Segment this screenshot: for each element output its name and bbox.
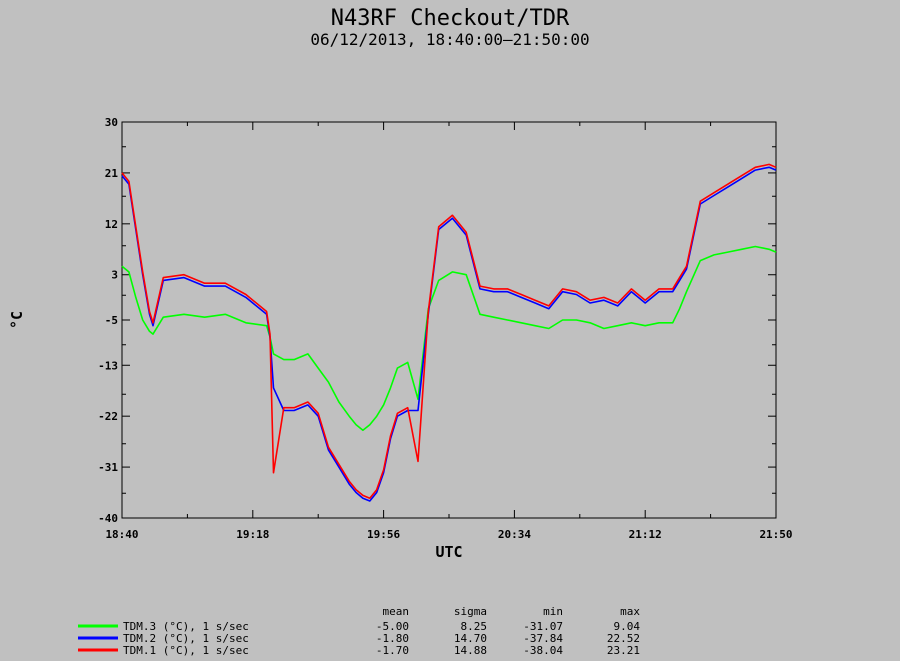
- y-tick-label: -22: [98, 410, 118, 423]
- stat-sigma: 14.88: [454, 644, 487, 657]
- x-tick-label: 19:18: [236, 528, 269, 541]
- y-tick-label: -13: [98, 359, 118, 372]
- stat-min: -37.84: [523, 632, 563, 645]
- series-line-3: [121, 163, 777, 500]
- y-tick-label: -40: [98, 512, 118, 525]
- y-tick-label: -5: [105, 314, 118, 327]
- stat-mean: -5.00: [376, 620, 409, 633]
- stat-sigma: 8.25: [461, 620, 488, 633]
- legend-label: TDM.2 (°C), 1 s/sec: [123, 632, 249, 645]
- legend: TDM.3 (°C), 1 s/sec -5.00 8.25 -31.07 9.04 TD…: [78, 620, 640, 657]
- stats-header-max: max: [620, 605, 640, 618]
- stat-max: 23.21: [607, 644, 640, 657]
- chart-subtitle: 06/12/2013, 18:40:00–21:50:00: [310, 30, 589, 49]
- chart-title: N43RF Checkout/TDR: [331, 6, 570, 31]
- stat-max: 22.52: [607, 632, 640, 645]
- y-tick-label: 3: [111, 269, 118, 282]
- x-axis: 18:40 19:18 19:56 20:34 21:12 21:50: [105, 122, 793, 541]
- y-tick-label: 30: [105, 116, 118, 129]
- y-tick-label: -31: [98, 461, 118, 474]
- x-tick-label: 19:56: [367, 528, 400, 541]
- legend-label: TDM.1 (°C), 1 s/sec: [123, 644, 249, 657]
- stat-sigma: 14.70: [454, 632, 487, 645]
- x-tick-label: 21:50: [759, 528, 792, 541]
- y-axis: -40 -31 -22 -13 -5 3 12 21 30: [98, 116, 776, 525]
- series-line-2: [121, 166, 777, 502]
- x-tick-label: 21:12: [629, 528, 662, 541]
- y-axis-label: °C: [8, 311, 26, 329]
- stat-min: -38.04: [523, 644, 563, 657]
- stat-max: 9.04: [614, 620, 641, 633]
- plot-area: [121, 121, 777, 519]
- series-lines: [121, 163, 777, 502]
- stats-header-sigma: sigma: [454, 605, 487, 618]
- y-tick-label: 21: [105, 167, 119, 180]
- series-line-1: [121, 245, 777, 432]
- x-tick-label: 20:34: [498, 528, 531, 541]
- stat-mean: -1.80: [376, 632, 409, 645]
- stats-header: mean sigma min max: [383, 605, 641, 618]
- stat-min: -31.07: [523, 620, 563, 633]
- x-axis-label: UTC: [435, 543, 462, 561]
- stats-header-mean: mean: [383, 605, 410, 618]
- y-tick-label: 12: [105, 218, 118, 231]
- legend-label: TDM.3 (°C), 1 s/sec: [123, 620, 249, 633]
- stats-header-min: min: [543, 605, 563, 618]
- x-tick-label: 18:40: [105, 528, 138, 541]
- stat-mean: -1.70: [376, 644, 409, 657]
